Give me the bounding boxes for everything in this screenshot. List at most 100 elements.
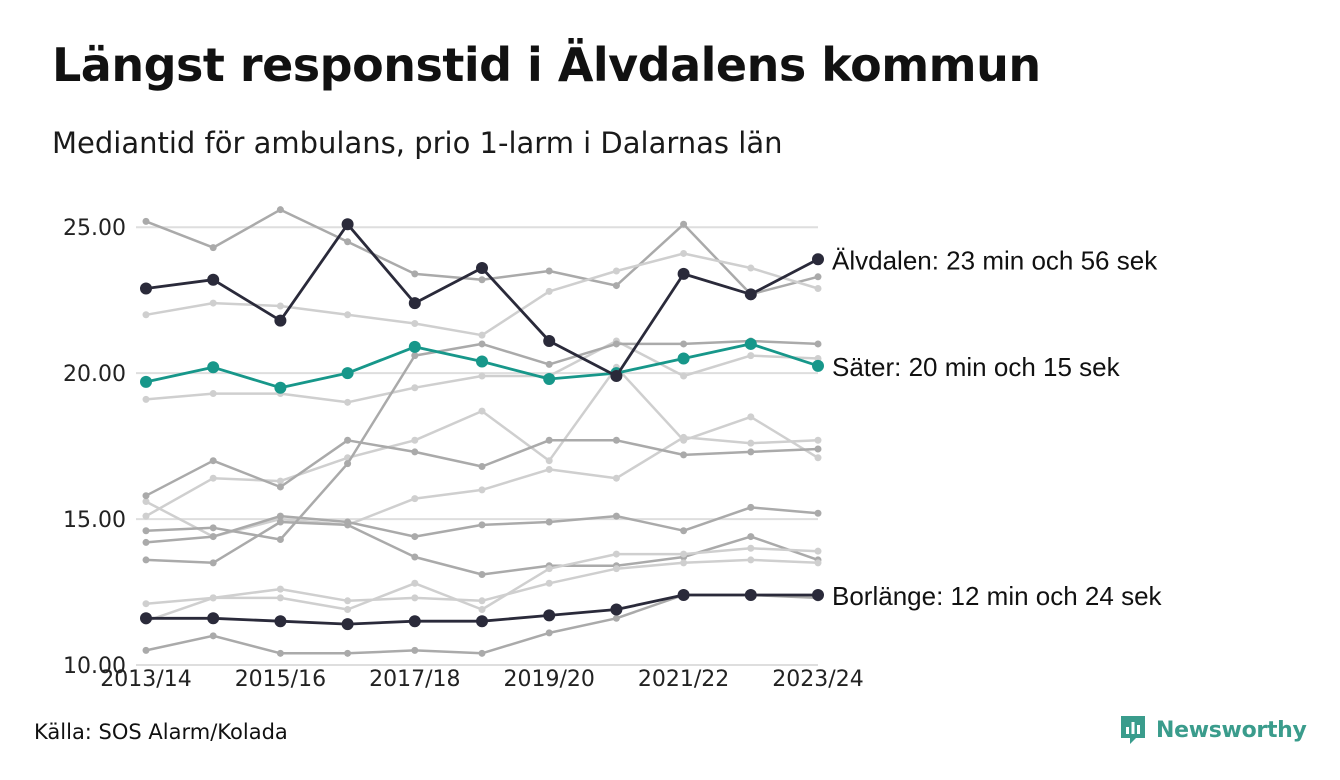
data-point bbox=[142, 217, 150, 225]
data-point bbox=[209, 524, 217, 532]
data-point bbox=[747, 448, 755, 456]
chart-subtitle: Mediantid för ambulans, prio 1-larm i Da… bbox=[52, 126, 783, 160]
data-point bbox=[814, 454, 822, 462]
data-point bbox=[680, 220, 688, 228]
data-point bbox=[612, 474, 620, 482]
data-point bbox=[814, 284, 822, 292]
data-point bbox=[276, 594, 284, 602]
data-point bbox=[812, 359, 824, 372]
series-context-1 bbox=[142, 249, 822, 339]
data-point bbox=[411, 436, 419, 444]
data-point bbox=[744, 337, 757, 350]
data-point bbox=[677, 267, 690, 280]
data-point bbox=[344, 521, 352, 529]
newsworthy-logo-icon bbox=[1121, 716, 1145, 744]
data-point bbox=[344, 238, 352, 246]
series-borl-nge bbox=[140, 588, 824, 631]
data-point bbox=[747, 439, 755, 447]
data-point bbox=[476, 355, 488, 368]
data-point bbox=[478, 276, 486, 284]
data-point bbox=[274, 381, 287, 394]
data-point bbox=[814, 559, 822, 567]
data-point bbox=[545, 465, 553, 473]
data-point bbox=[478, 597, 486, 605]
data-point bbox=[344, 311, 352, 319]
data-point bbox=[545, 287, 553, 295]
data-point bbox=[680, 550, 688, 558]
data-point bbox=[677, 588, 690, 601]
y-tick-label: 20.00 bbox=[63, 362, 126, 387]
data-point bbox=[545, 360, 553, 368]
data-point bbox=[209, 299, 217, 307]
data-point bbox=[411, 646, 419, 654]
y-tick-label: 10.00 bbox=[63, 654, 126, 679]
data-point bbox=[812, 253, 824, 266]
data-point bbox=[276, 302, 284, 310]
data-point bbox=[411, 553, 419, 561]
series-end-labels: Borlänge: 12 min och 24 sek Säter: 20 min… bbox=[832, 245, 1163, 611]
end-label--lvdalen: Älvdalen: 23 min och 56 sek bbox=[832, 245, 1158, 275]
data-point bbox=[680, 433, 688, 441]
data-point bbox=[142, 498, 150, 506]
series-line bbox=[145, 520, 819, 576]
series-line bbox=[145, 222, 819, 378]
x-tick-label: 2017/18 bbox=[369, 667, 460, 692]
data-point bbox=[411, 270, 419, 278]
data-point bbox=[142, 527, 150, 535]
series-context-5 bbox=[142, 436, 822, 500]
data-point bbox=[612, 436, 620, 444]
end-label-borl-nge: Borlänge: 12 min och 24 sek bbox=[832, 581, 1163, 611]
data-point bbox=[680, 559, 688, 567]
data-point bbox=[411, 320, 419, 328]
data-point bbox=[612, 614, 620, 622]
data-point bbox=[344, 606, 352, 614]
source-note: Källa: SOS Alarm/Kolada bbox=[34, 720, 288, 744]
data-point bbox=[814, 273, 822, 281]
y-tick-label: 15.00 bbox=[63, 508, 126, 533]
data-point bbox=[142, 600, 150, 608]
data-point bbox=[680, 527, 688, 535]
data-point bbox=[408, 615, 421, 628]
x-tick-label: 2015/16 bbox=[235, 667, 326, 692]
data-point bbox=[747, 503, 755, 511]
series-line bbox=[145, 366, 819, 518]
data-point bbox=[142, 395, 150, 403]
data-point bbox=[747, 533, 755, 541]
y-tick-label: 25.00 bbox=[63, 216, 126, 241]
data-point bbox=[140, 375, 152, 388]
data-point bbox=[209, 457, 217, 465]
data-point bbox=[207, 273, 220, 286]
data-point bbox=[344, 649, 352, 657]
data-point bbox=[478, 407, 486, 415]
data-point bbox=[341, 618, 354, 631]
data-point bbox=[543, 372, 556, 385]
data-point bbox=[814, 445, 822, 453]
data-point bbox=[478, 486, 486, 494]
data-point bbox=[545, 436, 553, 444]
data-point bbox=[814, 436, 822, 444]
x-tick-label: 2013/14 bbox=[100, 667, 191, 692]
data-point bbox=[408, 340, 421, 353]
data-point bbox=[142, 492, 150, 500]
data-point bbox=[814, 547, 822, 555]
brand-name: Newsworthy bbox=[1156, 717, 1307, 743]
data-point bbox=[744, 288, 757, 301]
data-point bbox=[207, 361, 220, 374]
data-point bbox=[610, 370, 623, 383]
data-point bbox=[545, 518, 553, 526]
data-point bbox=[545, 629, 553, 637]
data-point bbox=[612, 565, 620, 573]
data-point bbox=[411, 352, 419, 360]
data-point bbox=[209, 533, 217, 541]
series-context-7 bbox=[142, 503, 822, 546]
y-axis-tick-labels: 10.00 15.00 20.00 25.00 bbox=[63, 216, 126, 679]
data-point bbox=[545, 267, 553, 275]
data-point bbox=[680, 451, 688, 459]
data-point bbox=[476, 615, 488, 628]
data-point bbox=[744, 588, 757, 601]
data-point bbox=[680, 372, 688, 380]
end-label-s-ter: Säter: 20 min och 15 sek bbox=[832, 352, 1121, 382]
data-point bbox=[276, 649, 284, 657]
data-point bbox=[209, 632, 217, 640]
data-point bbox=[478, 340, 486, 348]
